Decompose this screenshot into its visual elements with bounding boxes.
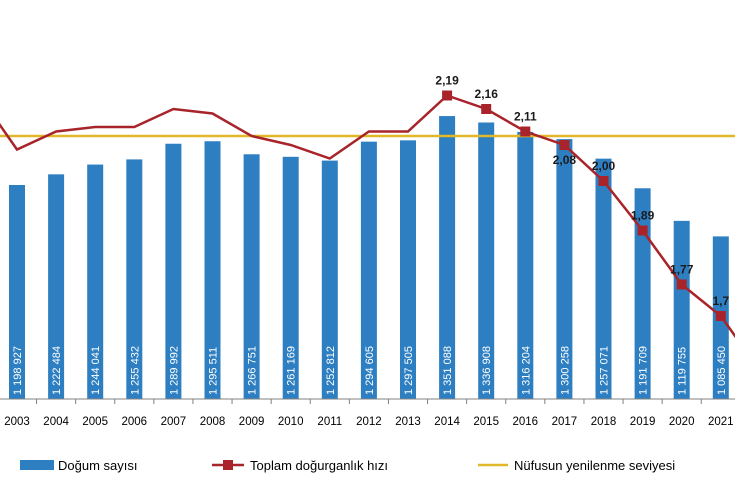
bar-2007 (165, 143, 182, 399)
x-tick-label-2015: 2015 (473, 416, 499, 428)
x-tick-label-2021: 2021 (708, 416, 734, 428)
x-tick-label-2008: 2008 (200, 416, 226, 428)
legend-swatch-births (20, 460, 54, 470)
tfr-label-2016: 2,11 (514, 110, 537, 124)
bar-2016 (517, 131, 534, 399)
tfr-marker-2017 (559, 140, 570, 150)
tfr-marker-2018 (598, 176, 609, 186)
legend-label-fertility-rate: Toplam doğurganlık hızı (250, 458, 388, 473)
bar-series-births (9, 116, 729, 400)
bar-label-2015: 1 336 908 (481, 346, 493, 395)
fertility-rate-line (0, 94, 735, 339)
fertility-rate-labels: 2,19 2,16 2,11 2,08 2,00 1,89 1,77 1,7 (435, 74, 729, 309)
bar-label-2006: 1 255 432 (129, 346, 141, 395)
tfr-label-2014: 2,19 (435, 74, 459, 88)
bar-label-2019: 1 191 709 (638, 346, 650, 395)
tfr-marker-2019 (637, 225, 648, 236)
x-tick-label-2006: 2006 (122, 416, 148, 428)
tfr-label-2018: 2,00 (592, 159, 616, 173)
x-tick-label-2018: 2018 (591, 416, 617, 428)
tfr-label-2019: 1,89 (631, 209, 655, 223)
tfr-marker-2014 (442, 90, 453, 101)
bar-2009 (243, 154, 260, 399)
bar-2017 (556, 139, 573, 400)
x-tick-label-2005: 2005 (82, 416, 108, 428)
x-tick-label-2013: 2013 (395, 416, 421, 428)
x-tick-label-2007: 2007 (161, 416, 187, 428)
x-tick-label-2003: 2003 (4, 416, 30, 428)
tfr-marker-2016 (520, 126, 531, 137)
bar-2011 (321, 160, 338, 399)
x-tick-label-2020: 2020 (669, 416, 695, 428)
bar-label-2005: 1 244 041 (90, 346, 102, 395)
x-tick-label-2011: 2011 (317, 416, 342, 428)
bar-2018 (595, 158, 612, 399)
bar-label-2003: 1 198 927 (12, 346, 24, 395)
bar-label-2017: 1 300 258 (559, 346, 571, 395)
bar-2020 (673, 220, 690, 399)
bar-label-2009: 1 266 751 (247, 346, 259, 395)
bar-2013 (400, 140, 416, 399)
tfr-label-2021: 1,7 (712, 294, 729, 308)
bar-label-2010: 1 261 169 (286, 346, 298, 395)
bar-label-2016: 1 316 204 (520, 346, 532, 395)
bar-label-2014: 1 351 088 (442, 346, 454, 395)
x-tick-label-2014: 2014 (434, 416, 460, 428)
tfr-label-2020: 1,77 (670, 263, 694, 277)
legend-label-replacement: Nüfusun yenilenme seviyesi (514, 458, 675, 473)
tfr-marker-2020 (676, 279, 687, 290)
x-axis-tick-labels: 2003 2004 2005 2006 2007 2008 2009 2010 2011 2012… (4, 416, 733, 428)
x-tick-label-2012: 2012 (356, 416, 382, 428)
bar-2008 (204, 141, 221, 400)
bar-label-2012: 1 294 605 (364, 346, 376, 395)
x-tick-label-2009: 2009 (239, 416, 265, 428)
x-tick-label-2004: 2004 (43, 416, 69, 428)
legend-item-fertility-rate: Toplam doğurganlık hızı (212, 458, 388, 473)
bar-2005 (87, 164, 104, 399)
bar-label-2013: 1 297 505 (403, 346, 415, 395)
bar-label-2004: 1 222 484 (51, 346, 63, 395)
bar-label-2021: 1 085 450 (716, 346, 728, 395)
x-tick-label-2016: 2016 (513, 416, 539, 428)
bar-2010 (282, 156, 299, 399)
fertility-rate-markers (442, 90, 726, 321)
tfr-marker-2015 (481, 104, 492, 114)
x-tick-label-2017: 2017 (552, 416, 578, 428)
x-axis-ticks (36, 399, 702, 404)
legend-item-replacement: Nüfusun yenilenme seviyesi (478, 458, 675, 473)
x-tick-label-2019: 2019 (630, 416, 656, 428)
bar-2015 (478, 122, 495, 400)
bar-value-labels: 1 198 927 1 222 484 1 244 041 1 255 432 1 28… (12, 346, 728, 395)
tfr-label-2017: 2,08 (553, 153, 577, 167)
legend-swatch-fertility-marker (223, 460, 233, 470)
bar-label-2018: 1 257 071 (599, 346, 611, 395)
bar-label-2008: 1 295 511 (208, 347, 220, 395)
tfr-label-2015: 2,16 (475, 87, 499, 101)
tfr-marker-2021 (715, 311, 726, 321)
bar-2014 (439, 116, 456, 399)
legend: Doğum sayısı Toplam doğurganlık hızı Nüf… (20, 458, 675, 473)
bar-2012 (360, 141, 377, 399)
bar-2004 (48, 174, 65, 399)
bar-2003 (9, 185, 25, 399)
bar-2006 (126, 159, 143, 399)
x-tick-label-2010: 2010 (278, 416, 304, 428)
legend-item-births: Doğum sayısı (20, 458, 137, 473)
bar-label-2007: 1 289 992 (168, 346, 180, 395)
bar-label-2011: 1 252 812 (325, 346, 337, 395)
legend-label-births: Doğum sayısı (58, 458, 137, 473)
bar-label-2020: 1 119 755 (677, 347, 689, 395)
bar-2019 (634, 188, 651, 399)
